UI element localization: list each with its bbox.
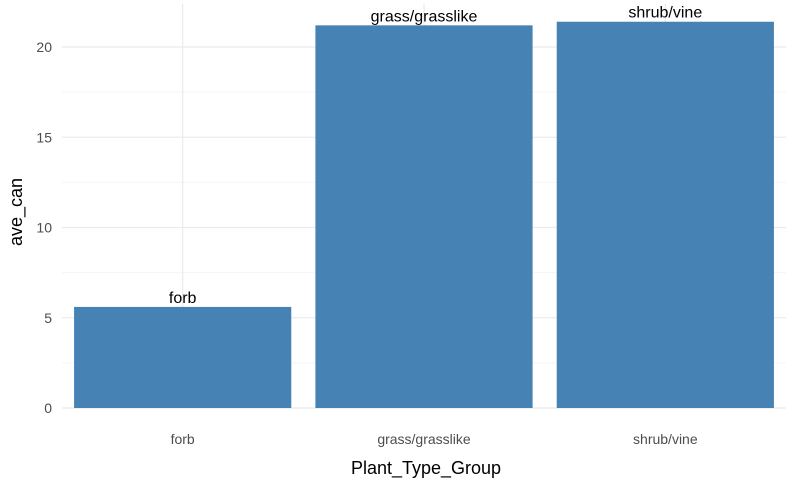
bar (556, 21, 774, 408)
x-tick-label: grass/grasslike (377, 431, 471, 447)
data-labels: forb grass/grasslike shrub/vine (169, 5, 702, 307)
bar-data-label: shrub/vine (628, 5, 702, 22)
y-tick-label: 0 (44, 400, 52, 416)
x-tick-label: forb (171, 431, 195, 447)
bar-data-label: grass/grasslike (371, 8, 478, 25)
y-tick-label: 20 (36, 39, 52, 55)
y-axis-title: ave_can (6, 178, 27, 246)
y-tick-label: 10 (36, 220, 52, 236)
x-axis-ticks: forb grass/grasslike shrub/vine (171, 431, 698, 447)
bar-data-label: forb (169, 290, 197, 307)
y-tick-label: 15 (36, 129, 52, 145)
y-tick-label: 5 (44, 310, 52, 326)
x-axis-title: Plant_Type_Group (351, 458, 501, 479)
bar (315, 25, 533, 409)
bars (74, 21, 774, 409)
y-axis-ticks: 0 5 10 15 20 (36, 39, 52, 416)
bar (74, 306, 292, 408)
x-tick-label: shrub/vine (633, 431, 698, 447)
